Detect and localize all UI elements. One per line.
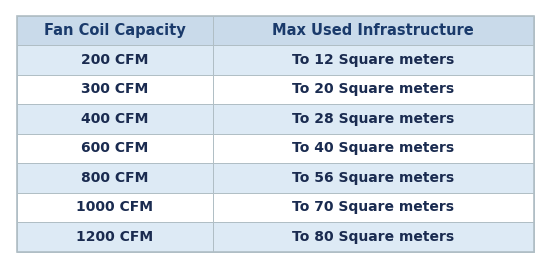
Text: To 28 Square meters: To 28 Square meters	[292, 112, 454, 126]
Bar	[16, 193, 213, 222]
Text: 600 CFM: 600 CFM	[81, 141, 148, 155]
Text: 1000 CFM: 1000 CFM	[76, 200, 153, 214]
Text: 300 CFM: 300 CFM	[81, 83, 148, 96]
Text: 400 CFM: 400 CFM	[81, 112, 148, 126]
Bar	[213, 75, 534, 104]
Text: To 80 Square meters: To 80 Square meters	[292, 230, 454, 244]
Bar	[16, 163, 213, 193]
Bar	[16, 45, 213, 75]
Text: To 20 Square meters: To 20 Square meters	[292, 83, 454, 96]
Bar	[16, 16, 213, 45]
Text: 200 CFM: 200 CFM	[81, 53, 148, 67]
Bar	[213, 222, 534, 252]
Bar	[16, 104, 213, 134]
Bar	[213, 16, 534, 45]
Text: 800 CFM: 800 CFM	[81, 171, 148, 185]
Bar	[213, 163, 534, 193]
Bar	[213, 45, 534, 75]
Text: Max Used Infrastructure: Max Used Infrastructure	[272, 23, 474, 38]
Bar	[16, 134, 213, 163]
Text: Fan Coil Capacity: Fan Coil Capacity	[44, 23, 185, 38]
Text: 1200 CFM: 1200 CFM	[76, 230, 153, 244]
Bar	[16, 222, 213, 252]
Bar	[16, 75, 213, 104]
Text: To 40 Square meters: To 40 Square meters	[292, 141, 454, 155]
Bar	[16, 16, 534, 252]
Text: To 56 Square meters: To 56 Square meters	[292, 171, 454, 185]
Bar	[213, 134, 534, 163]
Bar	[213, 104, 534, 134]
Bar	[213, 193, 534, 222]
Text: To 12 Square meters: To 12 Square meters	[292, 53, 454, 67]
Text: To 70 Square meters: To 70 Square meters	[292, 200, 454, 214]
